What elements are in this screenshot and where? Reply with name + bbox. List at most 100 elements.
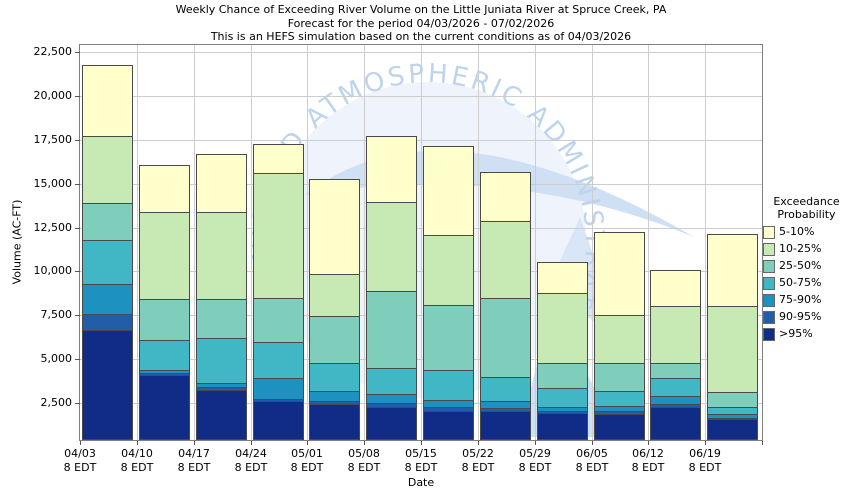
bar-segment	[366, 407, 417, 440]
bar-segment	[253, 144, 304, 174]
x-tick-mark	[251, 441, 252, 445]
legend-swatch	[763, 242, 775, 256]
bar-segment	[366, 136, 417, 203]
bar-segment	[196, 338, 247, 384]
legend-label: 10-25%	[779, 242, 822, 255]
legend-item: 25-50%	[763, 259, 850, 273]
x-tick-date: 05/01	[291, 447, 323, 460]
legend-swatch	[763, 276, 775, 290]
x-tick-label: 04/03 8 EDT	[51, 447, 109, 474]
y-axis-title: Volume (AC-FT)	[10, 199, 24, 285]
bar-segment	[139, 340, 190, 371]
bar-segment	[480, 401, 531, 409]
bar-segment	[82, 240, 133, 285]
bar-segment	[650, 407, 701, 440]
legend-item: >95%	[763, 327, 850, 341]
y-tick-label: 10,000	[33, 264, 73, 277]
legend-item: 50-75%	[763, 276, 850, 290]
bar-segment	[537, 413, 588, 440]
x-tick-mark	[535, 441, 536, 445]
x-tick-label: 06/12 8 EDT	[619, 447, 677, 474]
y-tick-label: 7,500	[40, 308, 73, 321]
bar-segment	[650, 378, 701, 397]
x-tick-date: 06/19	[689, 447, 721, 460]
x-tick-time: 8 EDT	[177, 460, 211, 474]
x-tick-label: 05/08 8 EDT	[335, 447, 393, 474]
x-tick-label: 05/15 8 EDT	[392, 447, 450, 474]
bar-segment	[309, 363, 360, 392]
chart-title-line-1: Weekly Chance of Exceeding River Volume …	[175, 3, 667, 16]
bar-segment	[309, 316, 360, 364]
gridline-vertical	[251, 45, 252, 440]
bar-segment	[537, 262, 588, 294]
x-tick-mark	[307, 441, 308, 445]
bar-segment	[309, 274, 360, 317]
x-tick-date: 04/10	[121, 447, 153, 460]
x-tick-mark	[478, 441, 479, 445]
bar-segment	[82, 284, 133, 315]
x-tick-label: 04/17 8 EDT	[165, 447, 223, 474]
legend-swatch	[763, 293, 775, 307]
x-tick-date: 05/29	[519, 447, 551, 460]
y-tick-label: 2,500	[40, 396, 73, 409]
bar-segment	[196, 154, 247, 213]
bar-segment	[253, 378, 304, 400]
bar-segment	[480, 377, 531, 402]
bar-segment	[196, 390, 247, 440]
plot-area: EANIC AND ATMOSPHERIC ADMINISTRATION	[79, 44, 763, 441]
x-tick-time: 8 EDT	[575, 460, 609, 474]
bar-segment	[594, 414, 645, 440]
y-tick-mark	[75, 359, 80, 360]
bar-segment	[366, 394, 417, 404]
bar-segment	[707, 419, 758, 440]
x-tick-date: 06/05	[576, 447, 608, 460]
x-tick-label: 06/19 8 EDT	[676, 447, 734, 474]
y-tick-label: 15,000	[33, 177, 73, 190]
bar-segment	[139, 375, 190, 440]
y-tick-mark	[75, 228, 80, 229]
bar-segment	[537, 293, 588, 364]
bar-segment	[537, 363, 588, 389]
bar-segment	[253, 298, 304, 343]
gridline-vertical	[535, 45, 536, 440]
legend-item: 90-95%	[763, 310, 850, 324]
x-tick-date: 04/03	[64, 447, 96, 460]
gridline-vertical	[592, 45, 593, 440]
x-tick-time: 8 EDT	[404, 460, 438, 474]
bar-segment	[650, 396, 701, 405]
bar-segment	[480, 221, 531, 299]
bar-segment	[309, 404, 360, 440]
x-tick-mark	[194, 441, 195, 445]
gridline-vertical	[478, 45, 479, 440]
x-tick-label: 06/05 8 EDT	[563, 447, 621, 474]
y-tick-mark	[75, 315, 80, 316]
bar-segment	[594, 363, 645, 392]
legend-swatch	[763, 327, 775, 341]
bar-segment	[650, 270, 701, 307]
x-tick-mark	[364, 441, 365, 445]
legend-item: 10-25%	[763, 242, 850, 256]
y-tick-label: 17,500	[33, 133, 73, 146]
legend-swatch	[763, 259, 775, 273]
bar-segment	[650, 363, 701, 379]
bar-segment	[253, 401, 304, 440]
legend-label: 75-90%	[779, 293, 822, 306]
bar-segment	[707, 407, 758, 415]
x-tick-mark	[137, 441, 138, 445]
gridline-vertical	[364, 45, 365, 440]
bar-segment	[707, 306, 758, 393]
bar-segment	[594, 232, 645, 316]
bar-segment	[650, 306, 701, 364]
x-tick-time: 8 EDT	[290, 460, 324, 474]
bar-segment	[594, 391, 645, 407]
x-tick-mark	[762, 441, 763, 445]
x-tick-time: 8 EDT	[120, 460, 154, 474]
gridline-vertical	[705, 45, 706, 440]
x-tick-mark	[592, 441, 593, 445]
bar-segment	[253, 342, 304, 379]
x-tick-date: 04/17	[178, 447, 210, 460]
x-tick-mark	[80, 441, 81, 445]
x-tick-time: 8 EDT	[63, 460, 97, 474]
y-tick-label: 22,500	[33, 45, 73, 58]
